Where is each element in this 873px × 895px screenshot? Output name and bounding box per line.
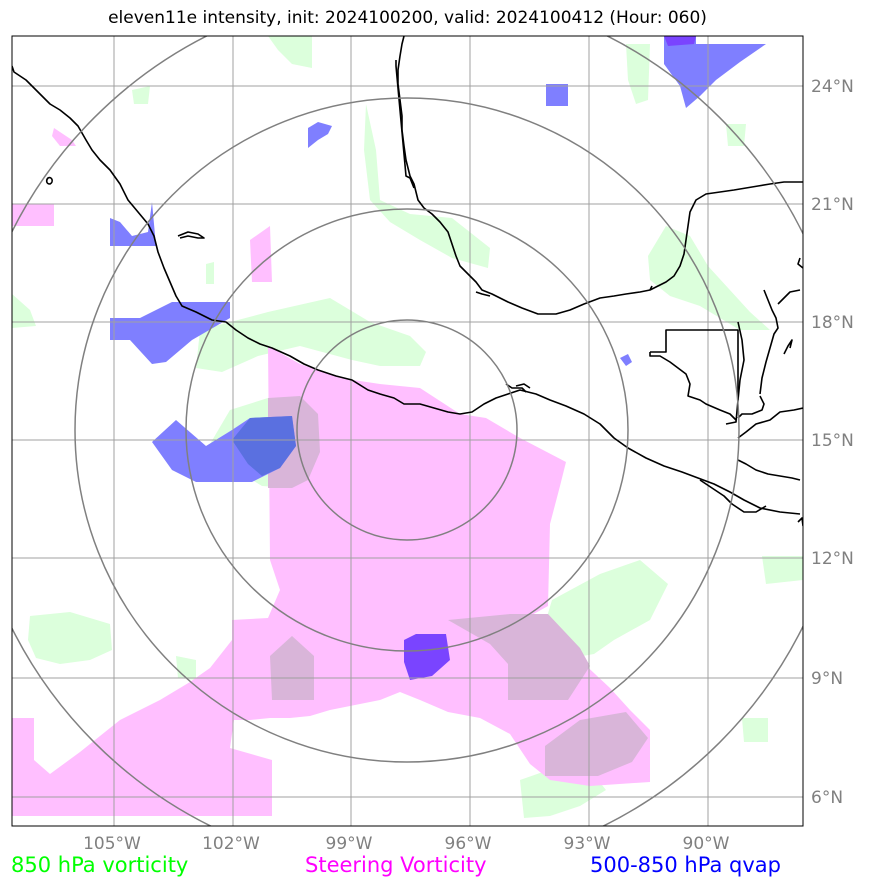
map-layers (12, 36, 803, 826)
gridlines (12, 36, 803, 826)
lat-label: 24°N (811, 77, 854, 97)
lat-axis: 24°N 21°N 18°N 15°N 12°N 9°N 6°N (811, 77, 854, 808)
lon-axis: 105°W 102°W 99°W 96°W 93°W 90°W (83, 834, 730, 854)
range-rings (12, 36, 803, 826)
qvap-overlap-layer (232, 416, 296, 476)
lon-label: 93°W (564, 834, 611, 854)
lon-label: 96°W (445, 834, 492, 854)
coastlines (12, 36, 803, 527)
map-frame (11, 35, 804, 827)
legend-vorticity: 850 hPa vorticity (11, 853, 189, 877)
legend-qvap: 500-850 hPa qvap (590, 853, 781, 877)
lat-label: 12°N (811, 549, 854, 569)
lon-label: 90°W (683, 834, 730, 854)
lon-label: 99°W (326, 834, 373, 854)
lon-label: 105°W (83, 834, 141, 854)
lat-label: 18°N (811, 313, 854, 333)
qvap-dark-layer (404, 36, 696, 680)
lat-label: 15°N (811, 431, 854, 451)
steering-vorticity-layer (12, 128, 650, 816)
lat-label: 6°N (811, 788, 843, 808)
chart-title: eleven11e intensity, init: 2024100200, v… (108, 8, 707, 28)
lat-label: 21°N (811, 195, 854, 215)
legend-steering-vorticity: Steering Vorticity (305, 853, 487, 877)
lon-label: 102°W (202, 834, 260, 854)
lat-label: 9°N (811, 669, 843, 689)
